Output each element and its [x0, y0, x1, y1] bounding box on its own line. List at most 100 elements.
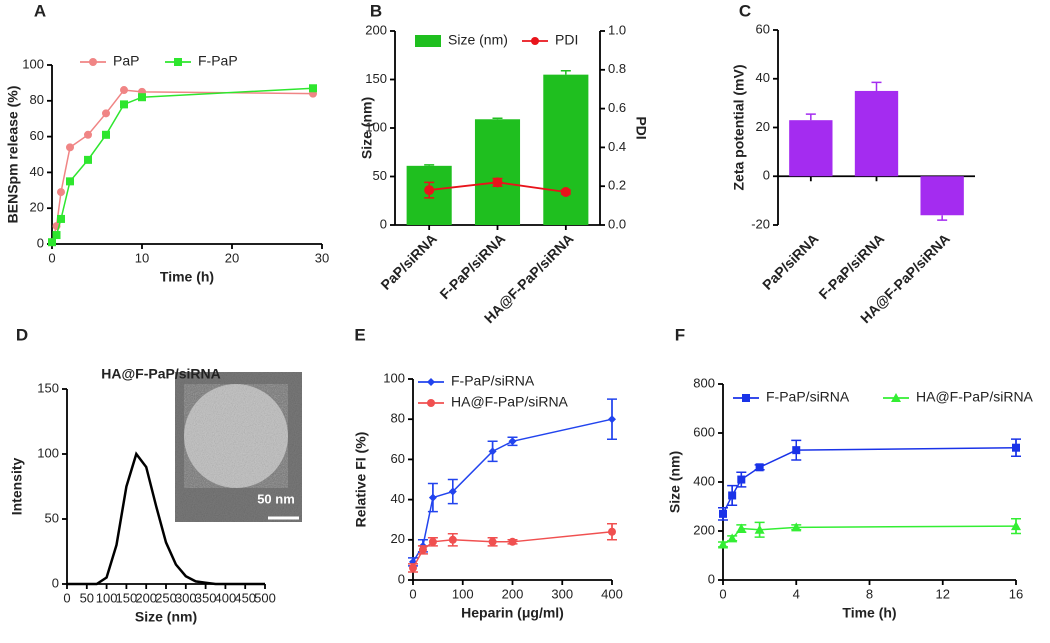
- y-tick-label: 40: [756, 70, 770, 85]
- x-tick-label: 0: [409, 586, 416, 601]
- x-tick-label: 200: [135, 590, 157, 605]
- legend-marker: [531, 37, 539, 45]
- y-axis-title: Relative FI (%): [353, 432, 369, 528]
- x-tick-label: 50: [80, 590, 94, 605]
- legend-marker: [742, 394, 750, 402]
- y-tick-label: 0: [398, 571, 405, 586]
- y2-tick-label: 0.0: [608, 216, 626, 231]
- legend-label: PaP: [113, 53, 139, 69]
- x-axis-title: Time (h): [842, 605, 896, 621]
- legend-label: HA@F-PaP/siRNA: [916, 389, 1034, 405]
- data-point: [120, 100, 128, 109]
- y-tick-label: 60: [756, 21, 770, 36]
- data-point: [52, 231, 61, 240]
- y-tick-label: 150: [37, 380, 59, 395]
- x-tick-label: 30: [315, 250, 329, 265]
- y-tick-label: 80: [30, 92, 44, 107]
- data-point: [57, 188, 65, 197]
- legend-swatch: [415, 35, 441, 47]
- scale-label: 50 nm: [257, 491, 295, 506]
- x-tick-label: 8: [866, 586, 873, 601]
- y2-axis-title: PDI: [633, 116, 649, 139]
- panel-label: B: [370, 1, 382, 20]
- data-point: [755, 463, 764, 472]
- data-point: [792, 446, 801, 455]
- legend-label: F-PaP: [198, 53, 238, 69]
- x-tick-label: 16: [1009, 586, 1023, 601]
- legend-label: HA@F-PaP/siRNA: [451, 394, 569, 410]
- error-bar: [871, 81, 882, 91]
- bar: [920, 176, 964, 216]
- data-point: [424, 185, 435, 196]
- y-tick-label: 200: [365, 22, 387, 37]
- legend-marker: [174, 58, 182, 66]
- x-axis-title: Size (nm): [135, 609, 197, 625]
- x-axis-title: Heparin (μg/ml): [461, 605, 564, 621]
- data-point: [48, 238, 56, 247]
- x-tick-label: 100: [96, 590, 118, 605]
- y2-tick-label: 0.2: [608, 178, 626, 193]
- data-point: [84, 155, 92, 164]
- y-tick-label: 0: [37, 235, 44, 250]
- y-tick-label: 0: [52, 575, 59, 590]
- y-tick-label: 100: [365, 119, 387, 134]
- data-point: [488, 447, 497, 456]
- panel-label: D: [16, 325, 28, 344]
- data-point: [1012, 443, 1020, 452]
- y-axis-title: BENSpm release (%): [5, 86, 21, 224]
- y2-tick-label: 0.4: [608, 139, 626, 154]
- data-point: [418, 545, 427, 554]
- x-tick-label: 400: [215, 590, 237, 605]
- x-tick-label: 10: [135, 250, 149, 265]
- y-tick-label: 800: [693, 375, 715, 390]
- data-point: [57, 214, 65, 223]
- data-point: [754, 524, 765, 534]
- series-line: [722, 446, 1017, 515]
- x-tick-label: 20: [225, 250, 239, 265]
- y2-tick-label: 0.8: [608, 61, 626, 76]
- y-tick-label: 20: [30, 200, 44, 215]
- data-point: [719, 509, 727, 518]
- data-point: [560, 187, 571, 198]
- y-tick-label: 50: [373, 168, 387, 183]
- data-point: [138, 93, 146, 102]
- legend-label: PDI: [555, 32, 578, 48]
- x-tick-label: 12: [936, 586, 950, 601]
- legend-marker: [891, 393, 901, 402]
- x-tick-label: PaP/siRNA: [759, 230, 821, 292]
- x-tick-label: 500: [254, 590, 276, 605]
- particle: [184, 384, 288, 488]
- data-point: [737, 475, 746, 484]
- y-tick-label: 100: [22, 56, 44, 71]
- legend-label: Size (nm): [448, 32, 508, 48]
- y-tick-label: 100: [37, 445, 59, 460]
- data-point: [727, 533, 738, 543]
- error-bar: [424, 164, 435, 166]
- y-tick-label: 0: [708, 571, 715, 586]
- x-tick-label: 450: [234, 590, 256, 605]
- legend-marker: [427, 378, 435, 386]
- series-line: [51, 89, 314, 243]
- panel-label: F: [675, 325, 685, 344]
- y-axis-title: Size (nm): [359, 97, 375, 159]
- series-line: [722, 525, 1017, 546]
- legend-label: F-PaP/siRNA: [451, 373, 535, 389]
- y-axis-title: Size (nm): [667, 451, 683, 513]
- y2-tick-label: 1.0: [608, 22, 626, 37]
- y-tick-label: 200: [693, 522, 715, 537]
- x-tick-label: F-PaP/siRNA: [436, 230, 508, 302]
- y-tick-label: 80: [391, 411, 405, 426]
- x-tick-label: 250: [155, 590, 177, 605]
- data-point: [1011, 521, 1021, 531]
- data-point: [736, 523, 747, 533]
- data-point: [66, 143, 74, 152]
- tem-inset: 50 nm: [175, 372, 302, 522]
- data-point: [102, 109, 110, 118]
- y-tick-label: 100: [383, 370, 405, 385]
- data-point: [718, 539, 728, 549]
- series-line: [67, 451, 265, 586]
- data-point: [120, 86, 128, 95]
- panel-label: C: [739, 1, 751, 20]
- legend-marker: [427, 399, 435, 407]
